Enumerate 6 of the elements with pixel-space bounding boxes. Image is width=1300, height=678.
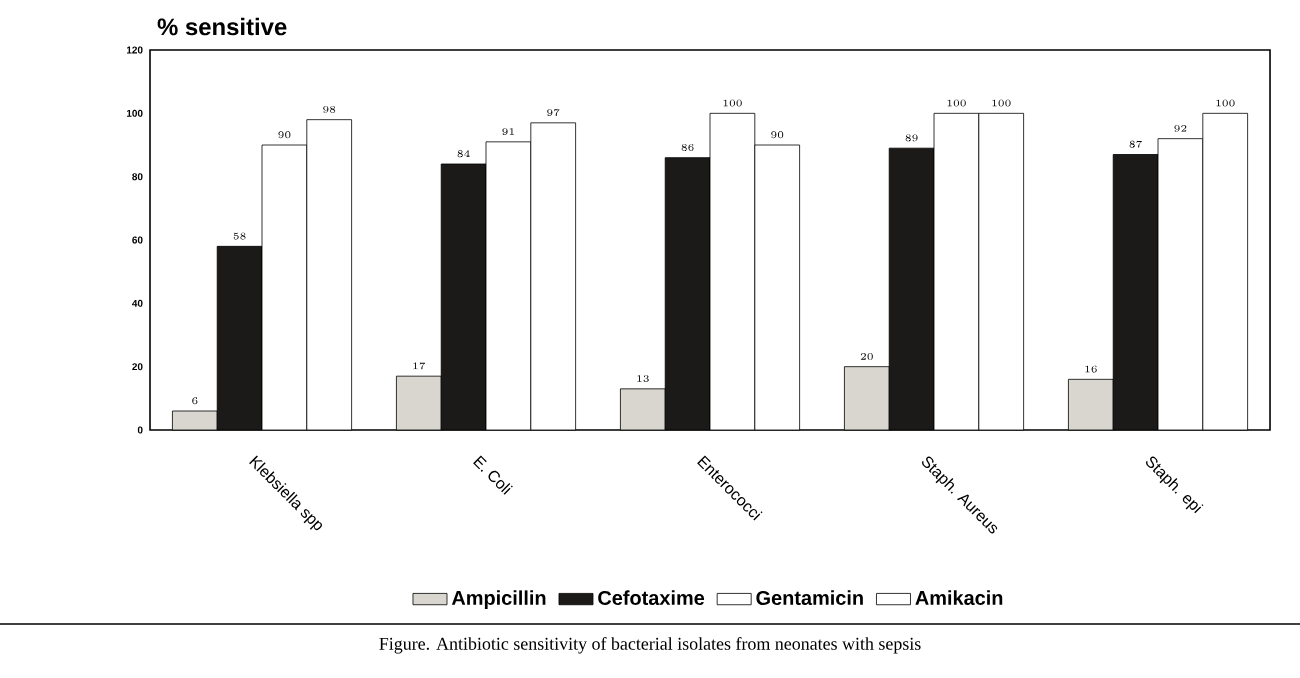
legend-label: Gentamicin xyxy=(756,590,863,605)
text: Figure. Antibiotic sensitivity of bacterial isolates from neonates with sepsis xyxy=(379,637,921,654)
y-axis-title: % sensitive xyxy=(157,17,287,36)
legend-label: Ampicillin xyxy=(451,590,546,609)
legend-label: Amikacin xyxy=(915,590,1003,605)
legend-label: Cefotaxime xyxy=(598,590,705,605)
